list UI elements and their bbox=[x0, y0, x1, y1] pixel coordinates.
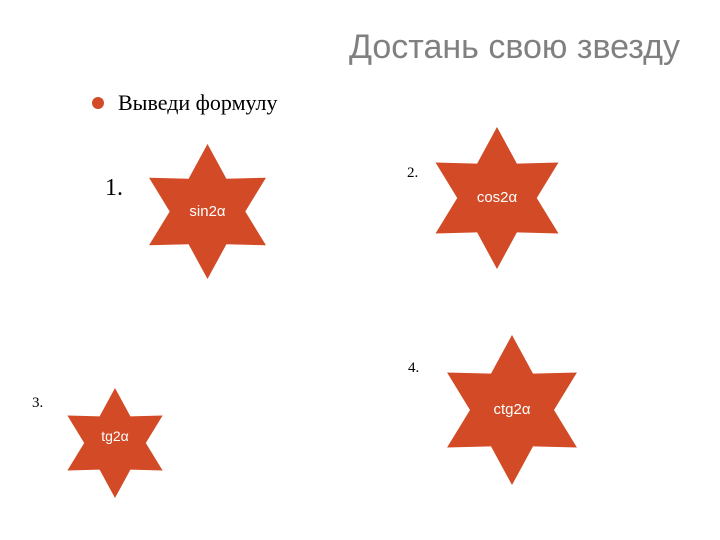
page-title: Достань свою звезду bbox=[0, 28, 680, 67]
star-icon bbox=[140, 144, 275, 279]
bullet-text: Выведи формулу bbox=[118, 90, 278, 116]
label-3: 3. bbox=[32, 395, 43, 412]
label-1: 1. bbox=[105, 175, 123, 202]
star-3[interactable]: tg2α bbox=[60, 388, 170, 498]
star-icon bbox=[437, 335, 587, 485]
slide: Достань свою звезду Выведи формулу 1. si… bbox=[0, 0, 720, 540]
star-4[interactable]: ctg2α bbox=[437, 335, 587, 485]
bullet-row: Выведи формулу bbox=[92, 90, 278, 116]
star-icon bbox=[426, 127, 568, 269]
star-icon bbox=[60, 388, 170, 498]
star-1[interactable]: sin2α bbox=[140, 144, 275, 279]
bullet-icon bbox=[92, 97, 104, 109]
star-2[interactable]: cos2α bbox=[426, 127, 568, 269]
label-4: 4. bbox=[408, 360, 419, 377]
label-2: 2. bbox=[407, 165, 418, 182]
